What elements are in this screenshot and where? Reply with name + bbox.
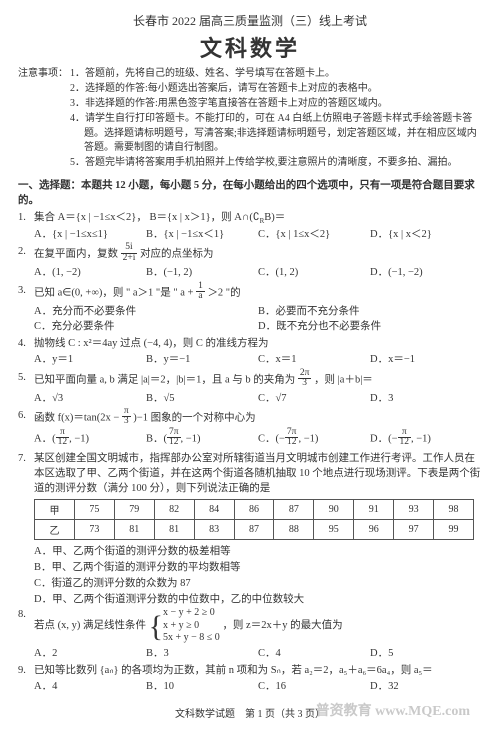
q9-opt-d: D．32 [370, 679, 482, 694]
q8-stem-post: ，则 z＝2x＋y 的最大值为 [222, 621, 342, 632]
notice-items: 1．答题前，先将自己的班级、姓名、学号填写在答题卡上。 2．选择题的作答:每小题… [70, 67, 482, 171]
q8-opt-a: A．2 [34, 646, 146, 661]
q4-opt-c: C．x＝1 [258, 352, 370, 367]
q3-opt-c: C．充分必要条件 [34, 319, 258, 334]
q3-opt-a: A．充分而不必要条件 [34, 304, 258, 319]
question-number: 1. [18, 210, 34, 242]
q1-opt-c: C．{x | 1≤x＜2} [258, 227, 370, 242]
question-9: 9. 已知等比数列 {aₙ} 的各项均为正数，其前 n 项和为 Sₙ，若 a₂＝… [18, 663, 482, 694]
notice-label: 注意事项： [18, 67, 70, 171]
question-1: 1. 集合 A＝{x | −1≤x＜2}， B＝{x | x＞1}，则 A∩(∁… [18, 210, 482, 242]
question-2: 2. 在复平面内，复数 5i2+i 对应的点坐标为 A．(1, −2) B．(−… [18, 244, 482, 280]
question-3: 3. 已知 a∈(0, +∞)，则 " a＞1 "是 " a + 1a ＞2 "… [18, 283, 482, 334]
table-row: 乙73818183878895969799 [35, 520, 474, 540]
table-row: 甲75798284868790919398 [35, 500, 474, 520]
q4-opt-b: B．y＝−1 [146, 352, 258, 367]
page-footer: 文科数学试题 第 1 页（共 3 页） [18, 705, 482, 720]
question-number: 5. [18, 370, 34, 406]
q2-stem2: 对应的点坐标为 [140, 249, 214, 260]
q8-opt-d: D．5 [370, 646, 482, 661]
q8-stem-pre: 若点 (x, y) 满足线性条件 [34, 621, 146, 632]
q1-opt-a: A．{x | −1≤x≤1} [34, 227, 146, 242]
q3-opt-b: B．必要而不充分条件 [258, 304, 482, 319]
q6-opt-d: D．(−π12, −1) [370, 429, 482, 449]
q7-opt-b: B．甲、乙两个街道的测评分数的平均数相等 [34, 559, 482, 574]
q3-stem: 已知 a∈(0, +∞)，则 " a＞1 "是 " a + [34, 287, 193, 298]
q1-opt-d: D．{x | x＜2} [370, 227, 482, 242]
question-number: 7. [18, 451, 34, 497]
q9-stem: 已知等比数列 {aₙ} 的各项均为正数，其前 n 项和为 Sₙ，若 a₂＝2，a… [34, 665, 433, 676]
question-5: 5. 已知平面向量 a, b 满足 |a|＝2，|b|＝1，且 a 与 b 的夹… [18, 370, 482, 406]
score-table: 甲75798284868790919398 乙73818183878895969… [34, 499, 474, 540]
q7-stem: 某区创建全国文明城市，指挥部办公室对所辖街道当月文明城市创建工作进行考评。工作人… [34, 453, 480, 494]
question-6: 6. 函数 f(x)＝tan(2x − π3 )−1 图象的一个对称中心为 A．… [18, 408, 482, 449]
q9-opt-b: B．10 [146, 679, 258, 694]
notice-block: 注意事项： 1．答题前，先将自己的班级、姓名、学号填写在答题卡上。 2．选择题的… [18, 67, 482, 171]
q2-opt-d: D．(−1, −2) [370, 265, 482, 280]
q5-opt-c: C．√7 [258, 391, 370, 406]
exam-title: 文科数学 [18, 31, 482, 63]
brace-icon: { [149, 613, 163, 640]
q2-opt-c: C．(1, 2) [258, 265, 370, 280]
q8-opt-c: C．4 [258, 646, 370, 661]
q6-opt-a: A．(π12, −1) [34, 429, 146, 449]
section-heading: 一、选择题：本题共 12 小题，每小题 5 分，在每小题给出的四个选项中，只有一… [18, 177, 482, 207]
q4-stem: 抛物线 C : x²＝4ay 过点 (−4, 4)，则 C 的准线方程为 [34, 338, 269, 349]
q8-opt-b: B．3 [146, 646, 258, 661]
q3-opt-d: D．既不充分也不必要条件 [258, 319, 482, 334]
question-8: 8. 若点 (x, y) 满足线性条件 { x − y + 2 ≥ 0 x + … [18, 607, 482, 661]
q5-stem2: ，则 |a＋b|＝ [314, 374, 373, 385]
notice-item: 4．请学生自行打印答题卡。不能打印的，可在 A4 白纸上仿照电子答题卡样式手绘答… [70, 112, 482, 156]
q7-opt-a: A．甲、乙两个街道的测评分数的极差相等 [34, 543, 482, 558]
q5-opt-b: B．√5 [146, 391, 258, 406]
q7-opt-c: C．街道乙的测评分数的众数为 87 [34, 575, 482, 590]
question-number: 3. [18, 283, 34, 334]
exam-header: 长春市 2022 届高三质量监测（三）线上考试 [18, 12, 482, 29]
question-number: 8. [18, 607, 34, 661]
question-number: 9. [18, 663, 34, 694]
notice-item: 1．答题前，先将自己的班级、姓名、学号填写在答题卡上。 [70, 67, 482, 82]
q7-opt-d: D．甲、乙两个街道测评分数的中位数中，乙的中位数较大 [34, 591, 482, 606]
q2-opt-b: B．(−1, 2) [146, 265, 258, 280]
notice-item: 5．答题完毕请将答案用手机拍照并上传给学校,要注意照片的清晰度，不要多拍、漏拍。 [70, 156, 482, 171]
q2-opt-a: A．(1, −2) [34, 265, 146, 280]
question-4: 4. 抛物线 C : x²＝4ay 过点 (−4, 4)，则 C 的准线方程为 … [18, 336, 482, 367]
question-number: 4. [18, 336, 34, 367]
question-number: 2. [18, 244, 34, 280]
question-7: 7. 某区创建全国文明城市，指挥部办公室对所辖街道当月文明城市创建工作进行考评。… [18, 451, 482, 497]
q6-stem2: )−1 图象的一个对称中心为 [133, 412, 255, 423]
notice-item: 3．非选择题的作答:用黑色签字笔直接答在答题卡上对应的答题区域内。 [70, 97, 482, 112]
q1-stem: 集合 A＝{x | −1≤x＜2}， B＝{x | x＞1}，则 A∩(∁ [34, 212, 260, 223]
q5-opt-d: D．3 [370, 391, 482, 406]
q5-opt-a: A．√3 [34, 391, 146, 406]
q9-opt-c: C．16 [258, 679, 370, 694]
q3-stem2: ＞2 "的 [207, 287, 240, 298]
notice-item: 2．选择题的作答:每小题选出答案后，请写在答题卡上对应的表格中。 [70, 82, 482, 97]
q9-opt-a: A．4 [34, 679, 146, 694]
q6-opt-b: B．(7π12, −1) [146, 429, 258, 449]
q6-opt-c: C．(−7π12, −1) [258, 429, 370, 449]
q5-stem: 已知平面向量 a, b 满足 |a|＝2，|b|＝1，且 a 与 b 的夹角为 [34, 374, 295, 385]
q7-subs: A．甲、乙两个街道的测评分数的极差相等 B．甲、乙两个街道的测评分数的平均数相等… [34, 543, 482, 606]
q1-opt-b: B．{x | −1≤x＜1} [146, 227, 258, 242]
q2-stem: 在复平面内，复数 [34, 249, 118, 260]
q4-opt-d: D．x＝−1 [370, 352, 482, 367]
q4-opt-a: A．y＝1 [34, 352, 146, 367]
question-number: 6. [18, 408, 34, 449]
q6-stem: 函数 f(x)＝tan(2x − [34, 412, 119, 423]
